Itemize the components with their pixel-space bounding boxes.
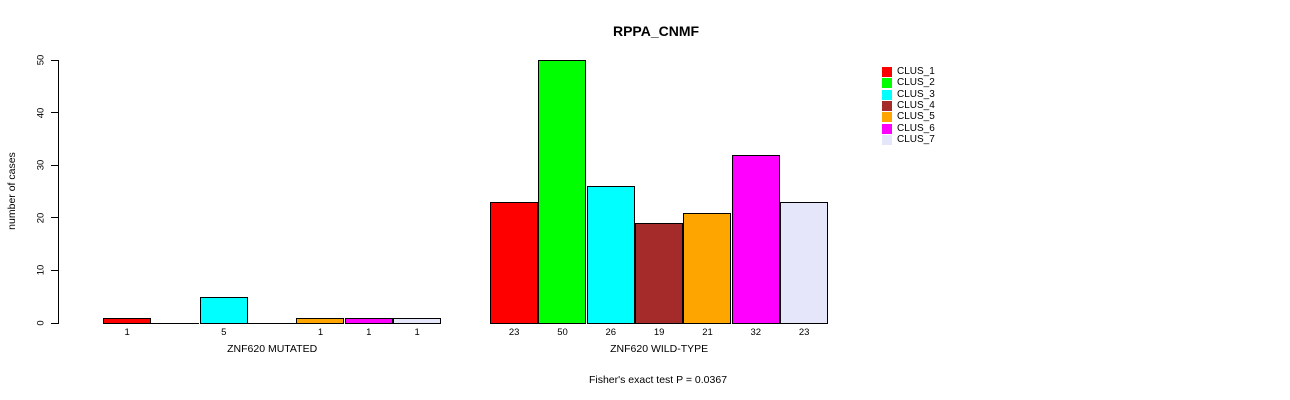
y-axis-tick xyxy=(51,322,58,324)
legend-label: CLUS_1 xyxy=(897,66,935,77)
bar-count-label: 1 xyxy=(414,327,420,338)
bar-clus-1 xyxy=(103,318,151,324)
y-axis-tick xyxy=(51,217,58,219)
bar-count-label: 5 xyxy=(221,327,227,338)
bar-clus-5 xyxy=(296,318,344,324)
bar-count-label: 1 xyxy=(124,327,130,338)
legend-swatch xyxy=(882,89,892,100)
bar-clus-3 xyxy=(587,186,635,324)
legend-label: CLUS_6 xyxy=(897,122,935,134)
y-axis-tick-label: 0 xyxy=(35,320,47,326)
y-axis-tick-label: 20 xyxy=(35,212,47,224)
bar-clus-4-zero xyxy=(248,323,296,324)
bar-clus-1 xyxy=(490,202,538,324)
bar-count-label: 21 xyxy=(702,327,713,338)
y-axis-tick xyxy=(51,164,58,166)
y-axis-tick-label: 10 xyxy=(35,265,47,276)
legend-swatch xyxy=(882,134,892,145)
bar-count-label: 23 xyxy=(508,327,520,338)
legend-label: CLUS_3 xyxy=(897,88,935,100)
y-axis-tick-label: 40 xyxy=(35,107,47,118)
bar-count-label: 50 xyxy=(557,327,568,338)
bar-count-label: 23 xyxy=(798,327,810,338)
bar-clus-5 xyxy=(683,213,731,324)
y-axis-tick-label: 30 xyxy=(35,159,47,171)
bar-count-label: 26 xyxy=(605,327,617,338)
legend-swatch xyxy=(882,123,892,134)
group-label: ZNF620 WILD-TYPE xyxy=(610,343,709,355)
y-axis-tick xyxy=(51,59,58,61)
legend-label: CLUS_5 xyxy=(897,111,935,123)
bar-clus-4 xyxy=(635,223,683,324)
legend-label: CLUS_4 xyxy=(897,99,935,111)
legend-swatch xyxy=(882,67,892,77)
bar-clus-6 xyxy=(345,318,393,324)
y-axis-title: number of cases xyxy=(6,152,18,230)
bar-clus-6 xyxy=(732,155,780,324)
bar-count-label: 19 xyxy=(653,327,665,338)
group-label: ZNF620 MUTATED xyxy=(227,343,318,355)
y-axis-tick xyxy=(51,269,58,271)
bar-clus-2 xyxy=(538,60,586,324)
y-axis-line xyxy=(58,60,59,324)
bar-count-label: 32 xyxy=(750,327,762,338)
bar-clus-7 xyxy=(393,318,441,324)
legend-swatch xyxy=(882,100,892,111)
bar-clus-3 xyxy=(200,297,248,324)
y-axis-tick xyxy=(51,112,58,114)
legend-swatch xyxy=(882,112,892,123)
bar-clus-2-zero xyxy=(151,323,199,324)
stat-annotation: Fisher's exact test P = 0.0367 xyxy=(588,374,728,386)
legend-label: CLUS_2 xyxy=(897,77,935,89)
y-axis-tick-label: 50 xyxy=(35,54,47,66)
bar-clus-7 xyxy=(780,202,828,324)
plot-title: RPPA_CNMF xyxy=(612,23,700,39)
legend-label: CLUS_7 xyxy=(897,133,935,145)
bar-count-label: 1 xyxy=(366,327,372,338)
bar-count-label: 1 xyxy=(317,327,324,338)
legend-swatch xyxy=(882,78,892,89)
